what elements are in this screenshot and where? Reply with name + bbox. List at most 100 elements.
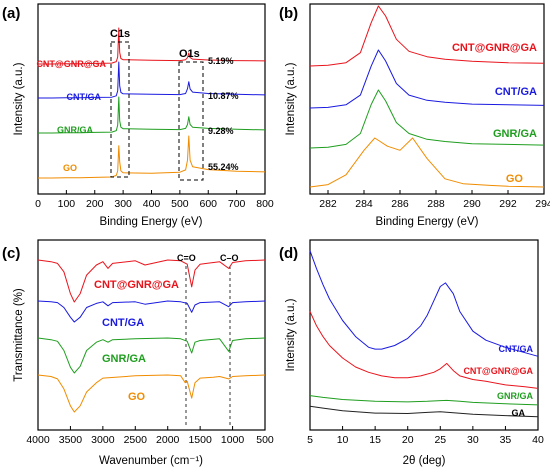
panel-a-ylabel: Intensity (a.u.) xyxy=(13,62,25,135)
series-line-gnr-ga xyxy=(37,337,266,374)
d-label-cnt-ga: CNT/GA xyxy=(499,344,534,354)
a-percent-cnt-ga: 10.87% xyxy=(208,91,239,101)
x-tick-label: 284 xyxy=(355,198,373,210)
panel-b-frame xyxy=(309,3,545,195)
panel-b-x-ticks: 282 284 286 288 290 292 294 xyxy=(319,190,550,210)
co-double-annotation: C=O xyxy=(177,253,196,263)
panel-b-label: (b) xyxy=(279,5,298,22)
o1s-box xyxy=(178,61,204,181)
panel-d-ylabel: Intensity (a.u.) xyxy=(285,298,297,371)
c-label-cnt-ga: CNT/GA xyxy=(102,317,144,329)
panel-c-ylabel: Transmittance (%) xyxy=(13,288,25,382)
x-tick-label: 10 xyxy=(337,434,349,446)
panel-d-x-ticks: 5 10 15 20 25 30 35 40 xyxy=(307,426,544,446)
panel-c-series xyxy=(37,259,266,413)
x-tick-label: 282 xyxy=(319,198,337,210)
b-label-gnr-ga: GNR/GA xyxy=(493,128,537,140)
series-line-cnt-gnr-ga xyxy=(37,259,266,303)
x-tick-label: 2500 xyxy=(124,434,148,446)
panel-c-x-ticks: 4000 3500 3000 2500 2000 1500 1000 500 xyxy=(26,426,274,446)
panel-c: (c) 4000 3500 3000 2500 2000 1500 1000 500 C=O … xyxy=(2,239,274,467)
c-label-go: GO xyxy=(128,391,146,403)
series-line-go xyxy=(37,374,266,413)
series-line-gnr-ga xyxy=(38,96,266,134)
d-label-gnr-ga: GNR/GA xyxy=(497,391,534,401)
c1s-box xyxy=(110,41,130,178)
a-percent-go: 55.24% xyxy=(208,162,239,172)
c1s-annotation: C1s xyxy=(110,28,130,40)
series-line-gnr-ga xyxy=(309,89,545,149)
x-tick-label: 800 xyxy=(256,198,274,210)
series-line-cnt-ga xyxy=(309,49,545,109)
x-tick-label: 3500 xyxy=(59,434,83,446)
panel-a-series xyxy=(38,27,266,179)
series-line-go xyxy=(38,135,266,179)
panel-b-xlabel: Binding Energy (eV) xyxy=(376,216,479,228)
b-label-go: GO xyxy=(506,173,524,185)
x-tick-label: 700 xyxy=(228,198,246,210)
panel-d-xlabel: 2θ (deg) xyxy=(403,455,446,467)
series-line-cnt-ga xyxy=(309,250,539,357)
x-tick-label: 100 xyxy=(58,198,76,210)
panel-c-xlabel: Wavenumber (cm⁻¹) xyxy=(99,455,203,467)
b-label-cnt-ga: CNT/GA xyxy=(495,86,537,98)
x-tick-label: 286 xyxy=(391,198,409,210)
x-tick-label: 30 xyxy=(467,434,479,446)
a-label-go: GO xyxy=(63,163,77,173)
x-tick-label: 600 xyxy=(199,198,217,210)
x-tick-label: 40 xyxy=(532,434,544,446)
series-line-cnt-gnr-ga xyxy=(38,27,266,65)
series-line-cnt-gnr-ga xyxy=(309,5,545,67)
c-label-cnt-gnr-ga: CNT@GNR@GA xyxy=(94,279,179,291)
x-tick-label: 200 xyxy=(86,198,104,210)
x-tick-label: 1500 xyxy=(188,434,212,446)
x-tick-label: 25 xyxy=(434,434,446,446)
x-tick-label: 20 xyxy=(402,434,414,446)
a-label-cnt-gnr-ga: CNT@GNR@GA xyxy=(36,59,106,69)
panel-d: (d) 5 10 15 20 25 30 35 40 CNT/GA CNT@GNR@GA GN… xyxy=(279,239,544,467)
a-percent-gnr-ga: 9.28% xyxy=(208,126,234,136)
a-percent-cnt-gnr-ga: 5.19% xyxy=(208,56,234,66)
series-line-go xyxy=(309,137,545,188)
x-tick-label: 290 xyxy=(463,198,481,210)
x-tick-label: 500 xyxy=(171,198,189,210)
panel-b-series xyxy=(309,5,545,188)
panel-a-xlabel: Binding Energy (eV) xyxy=(100,216,203,228)
panel-a-x-ticks: 0 100 200 300 400 500 600 700 800 xyxy=(35,190,274,210)
x-tick-label: 292 xyxy=(499,198,517,210)
x-tick-label: 3000 xyxy=(91,434,115,446)
d-label-cnt-gnr-ga: CNT@GNR@GA xyxy=(463,366,533,376)
a-label-gnr-ga: GNR/GA xyxy=(57,125,94,135)
x-tick-label: 2000 xyxy=(156,434,180,446)
series-line-gnr-ga xyxy=(309,395,539,406)
x-tick-label: 35 xyxy=(500,434,512,446)
x-tick-label: 0 xyxy=(35,198,41,210)
panel-d-frame xyxy=(309,239,539,431)
o1s-annotation: O1s xyxy=(179,48,200,60)
b-label-cnt-gnr-ga: CNT@GNR@GA xyxy=(452,42,537,54)
panel-c-label: (c) xyxy=(2,245,20,262)
x-tick-label: 400 xyxy=(143,198,161,210)
x-tick-label: 294 xyxy=(535,198,550,210)
series-line-cnt-gnr-ga xyxy=(309,311,539,389)
series-line-cnt-ga xyxy=(38,61,266,99)
x-tick-label: 500 xyxy=(256,434,274,446)
series-line-ga xyxy=(309,405,539,418)
x-tick-label: 15 xyxy=(369,434,381,446)
a-label-cnt-ga: CNT/GA xyxy=(67,92,102,102)
panel-c-frame xyxy=(37,239,266,431)
panel-d-label: (d) xyxy=(279,245,298,262)
panel-b: (b) 282 284 286 288 290 292 294 CNT@GNR@GA CNT… xyxy=(279,3,550,228)
x-tick-label: 4000 xyxy=(26,434,50,446)
panel-a: (a) 0 100 200 300 400 500 600 700 800 C1s O1s CN… xyxy=(2,3,274,228)
panel-b-ylabel: Intensity (a.u.) xyxy=(285,62,297,135)
x-tick-label: 1000 xyxy=(221,434,245,446)
c-label-gnr-ga: GNR/GA xyxy=(102,353,146,365)
x-tick-label: 5 xyxy=(307,434,313,446)
co-single-annotation: C–O xyxy=(220,253,239,263)
panel-a-label: (a) xyxy=(2,5,20,22)
series-line-cnt-ga xyxy=(37,300,266,323)
panel-d-series xyxy=(309,250,539,418)
x-tick-label: 288 xyxy=(427,198,445,210)
